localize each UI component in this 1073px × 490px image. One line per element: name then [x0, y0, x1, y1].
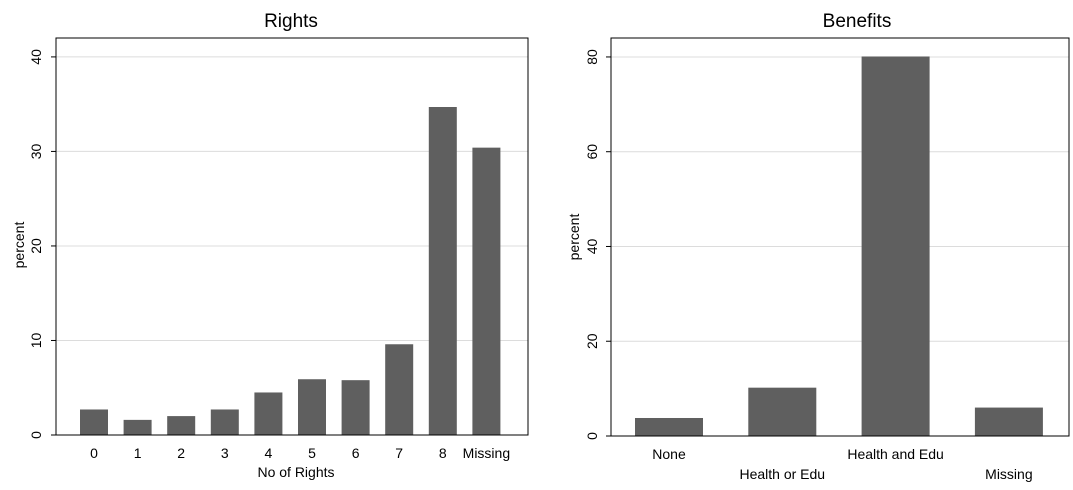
rights-x-tick-label: 2 [177, 445, 185, 461]
benefits-bars [635, 56, 1043, 436]
rights-x-ticks: 0 1 2 3 4 5 6 7 8 Missing [90, 445, 510, 461]
benefits-plot-frame [610, 37, 1070, 437]
rights-x-axis-label: No of Rights [257, 464, 334, 480]
benefits-bar [748, 387, 817, 436]
rights-bar [428, 107, 457, 435]
rights-chart-title: Rights [264, 11, 318, 32]
benefits-chart-panel: Benefits percent 0 20 40 60 80 None Health or… [566, 11, 1070, 482]
rights-x-tick-label: 5 [308, 445, 316, 461]
rights-y-tick-label: 10 [28, 332, 44, 348]
benefits-gridlines [611, 56, 1069, 342]
benefits-y-tick-label: 20 [584, 333, 600, 349]
rights-bars [80, 107, 501, 435]
rights-x-tick-label: 6 [352, 445, 360, 461]
rights-gridlines [56, 56, 528, 341]
benefits-bar [974, 407, 1043, 436]
benefits-y-ticks: 0 20 40 60 80 [584, 49, 611, 440]
benefits-y-axis-label: percent [566, 214, 582, 261]
rights-bar [80, 409, 108, 435]
rights-y-tick-label: 20 [28, 238, 44, 254]
rights-plot-frame [55, 37, 529, 436]
benefits-y-tick-label: 80 [584, 49, 600, 65]
benefits-x-tick-label: Health or Edu [739, 466, 825, 482]
rights-bar [385, 344, 414, 435]
rights-chart-panel: Rights percent No of Rights 0 10 20 30 40 0 1… [11, 11, 529, 480]
rights-bar [167, 416, 196, 435]
benefits-x-ticks: None Health or Edu Health and Edu Missing [652, 446, 1032, 482]
rights-bar [210, 409, 239, 435]
benefits-y-tick-label: 40 [584, 238, 600, 254]
rights-bar [341, 380, 370, 435]
rights-x-tick-label: 3 [221, 445, 229, 461]
rights-bar [123, 419, 152, 435]
benefits-bar [635, 417, 703, 436]
benefits-y-tick-label: 60 [584, 144, 600, 160]
benefits-x-tick-label: Missing [985, 466, 1032, 482]
rights-y-axis-label: percent [11, 222, 27, 269]
rights-bar [254, 392, 283, 435]
benefits-x-tick-label: Health and Edu [847, 446, 944, 462]
rights-x-tick-label: 7 [395, 445, 403, 461]
rights-y-tick-label: 0 [28, 431, 44, 439]
rights-bar [298, 379, 326, 435]
rights-x-tick-label: 4 [265, 445, 273, 461]
benefits-y-tick-label: 0 [584, 432, 600, 440]
rights-y-ticks: 0 10 20 30 40 [28, 49, 56, 439]
rights-x-tick-label: 1 [134, 445, 142, 461]
rights-x-tick-label: 8 [439, 445, 447, 461]
benefits-x-tick-label: None [652, 446, 686, 462]
benefits-bar [861, 56, 930, 436]
rights-bar [472, 147, 501, 435]
rights-y-tick-label: 40 [28, 49, 44, 65]
benefits-chart-title: Benefits [823, 11, 892, 32]
rights-x-tick-label: 0 [90, 445, 98, 461]
rights-x-tick-label: Missing [463, 445, 510, 461]
rights-y-tick-label: 30 [28, 143, 44, 159]
